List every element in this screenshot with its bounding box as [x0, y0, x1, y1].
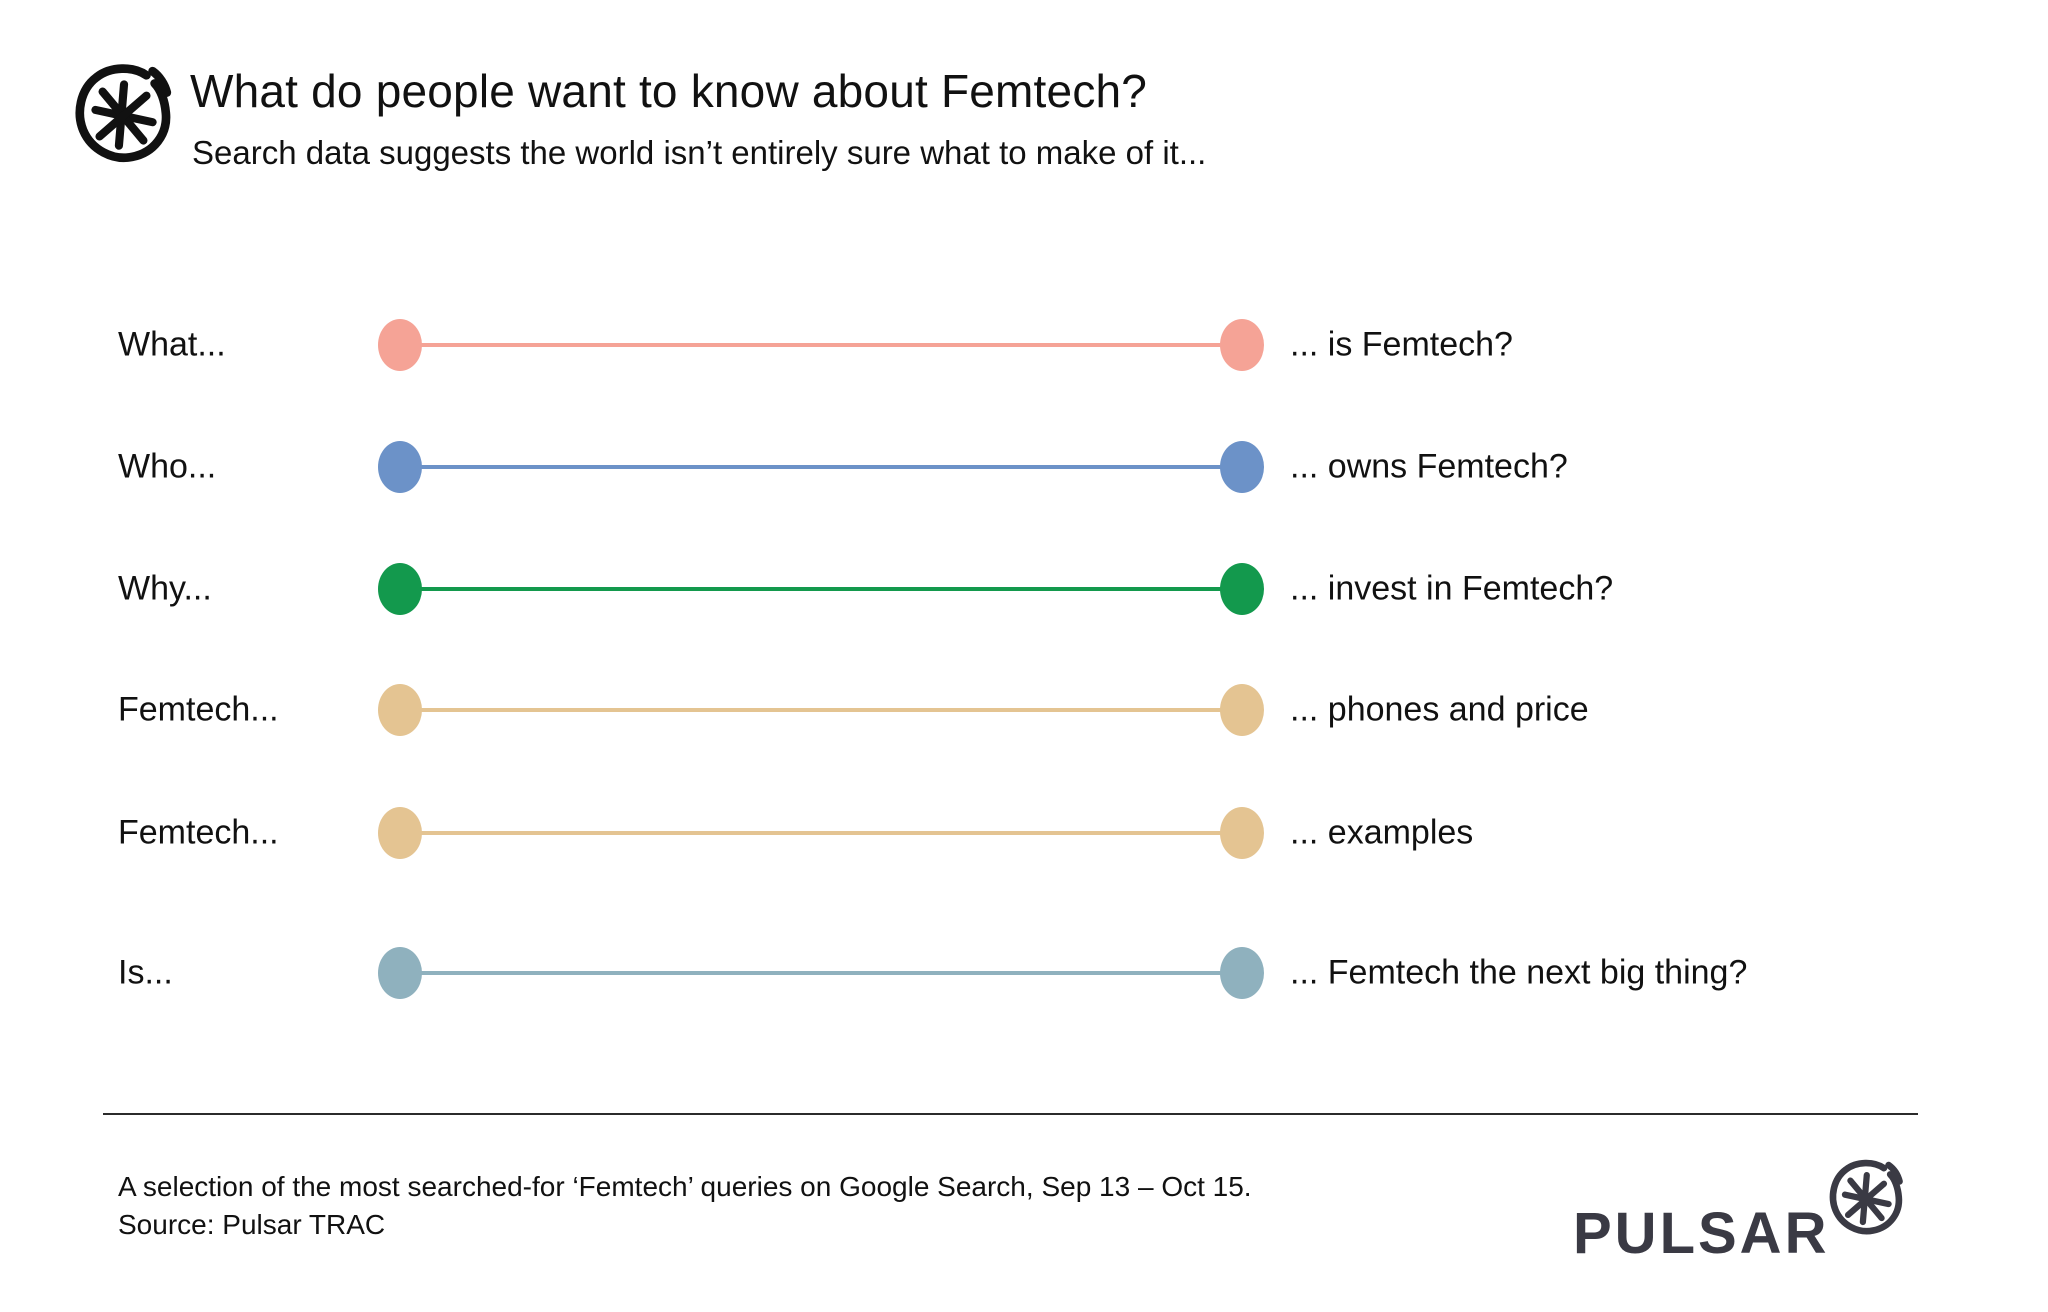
dumbbell-connector — [378, 684, 1264, 736]
dumbbell-right-dot — [1220, 807, 1264, 859]
dumbbell-left-dot — [378, 441, 422, 493]
connector-line — [400, 831, 1242, 835]
query-prefix-label: Why... — [118, 569, 212, 608]
dumbbell-left-dot — [378, 947, 422, 999]
connector-line — [400, 708, 1242, 712]
page-title: What do people want to know about Femtec… — [190, 65, 1148, 117]
dumbbell-left-dot — [378, 807, 422, 859]
dumbbell-connector — [378, 563, 1264, 615]
query-row: Femtech... ... examples — [0, 803, 2048, 863]
pulsar-brand-block: PULSAR — [1573, 1150, 1933, 1280]
connector-line — [400, 343, 1242, 347]
footer-note: A selection of the most searched-for ‘Fe… — [118, 1168, 1252, 1244]
connector-line — [400, 587, 1242, 591]
dumbbell-left-dot — [378, 319, 422, 371]
dumbbell-right-dot — [1220, 684, 1264, 736]
query-suffix-label: ... is Femtech? — [1290, 325, 1513, 364]
dumbbell-connector — [378, 947, 1264, 999]
query-prefix-label: Who... — [118, 447, 217, 486]
query-suffix-label: ... Femtech the next big thing? — [1290, 953, 1748, 992]
dumbbell-left-dot — [378, 684, 422, 736]
dumbbell-right-dot — [1220, 319, 1264, 371]
dumbbell-right-dot — [1220, 947, 1264, 999]
pulsar-asterisk-icon — [1827, 1156, 1905, 1238]
footer-divider — [103, 1113, 1918, 1115]
query-prefix-label: Is... — [118, 953, 173, 992]
pulsar-asterisk-icon — [72, 58, 174, 168]
dumbbell-right-dot — [1220, 563, 1264, 615]
dumbbell-connector — [378, 319, 1264, 371]
query-row: Who... ... owns Femtech? — [0, 437, 2048, 497]
dumbbell-connector — [378, 441, 1264, 493]
query-prefix-label: Femtech... — [118, 813, 279, 852]
query-suffix-label: ... examples — [1290, 813, 1474, 852]
dumbbell-left-dot — [378, 563, 422, 615]
query-row: What... ... is Femtech? — [0, 315, 2048, 375]
connector-line — [400, 971, 1242, 975]
footer-source: Source: Pulsar TRAC — [118, 1209, 386, 1240]
pulsar-wordmark: PULSAR — [1573, 1201, 1830, 1266]
dumbbell-right-dot — [1220, 441, 1264, 493]
dumbbell-connector — [378, 807, 1264, 859]
query-row: Femtech... ... phones and price — [0, 680, 2048, 740]
query-suffix-label: ... phones and price — [1290, 690, 1589, 729]
query-suffix-label: ... owns Femtech? — [1290, 447, 1568, 486]
query-row: Is... ... Femtech the next big thing? — [0, 943, 2048, 1003]
query-suffix-label: ... invest in Femtech? — [1290, 569, 1614, 608]
footer-caption: A selection of the most searched-for ‘Fe… — [118, 1171, 1252, 1202]
query-prefix-label: Femtech... — [118, 690, 279, 729]
page-subtitle: Search data suggests the world isn’t ent… — [192, 134, 1207, 171]
query-row: Why... ... invest in Femtech? — [0, 559, 2048, 619]
connector-line — [400, 465, 1242, 469]
query-prefix-label: What... — [118, 325, 226, 364]
